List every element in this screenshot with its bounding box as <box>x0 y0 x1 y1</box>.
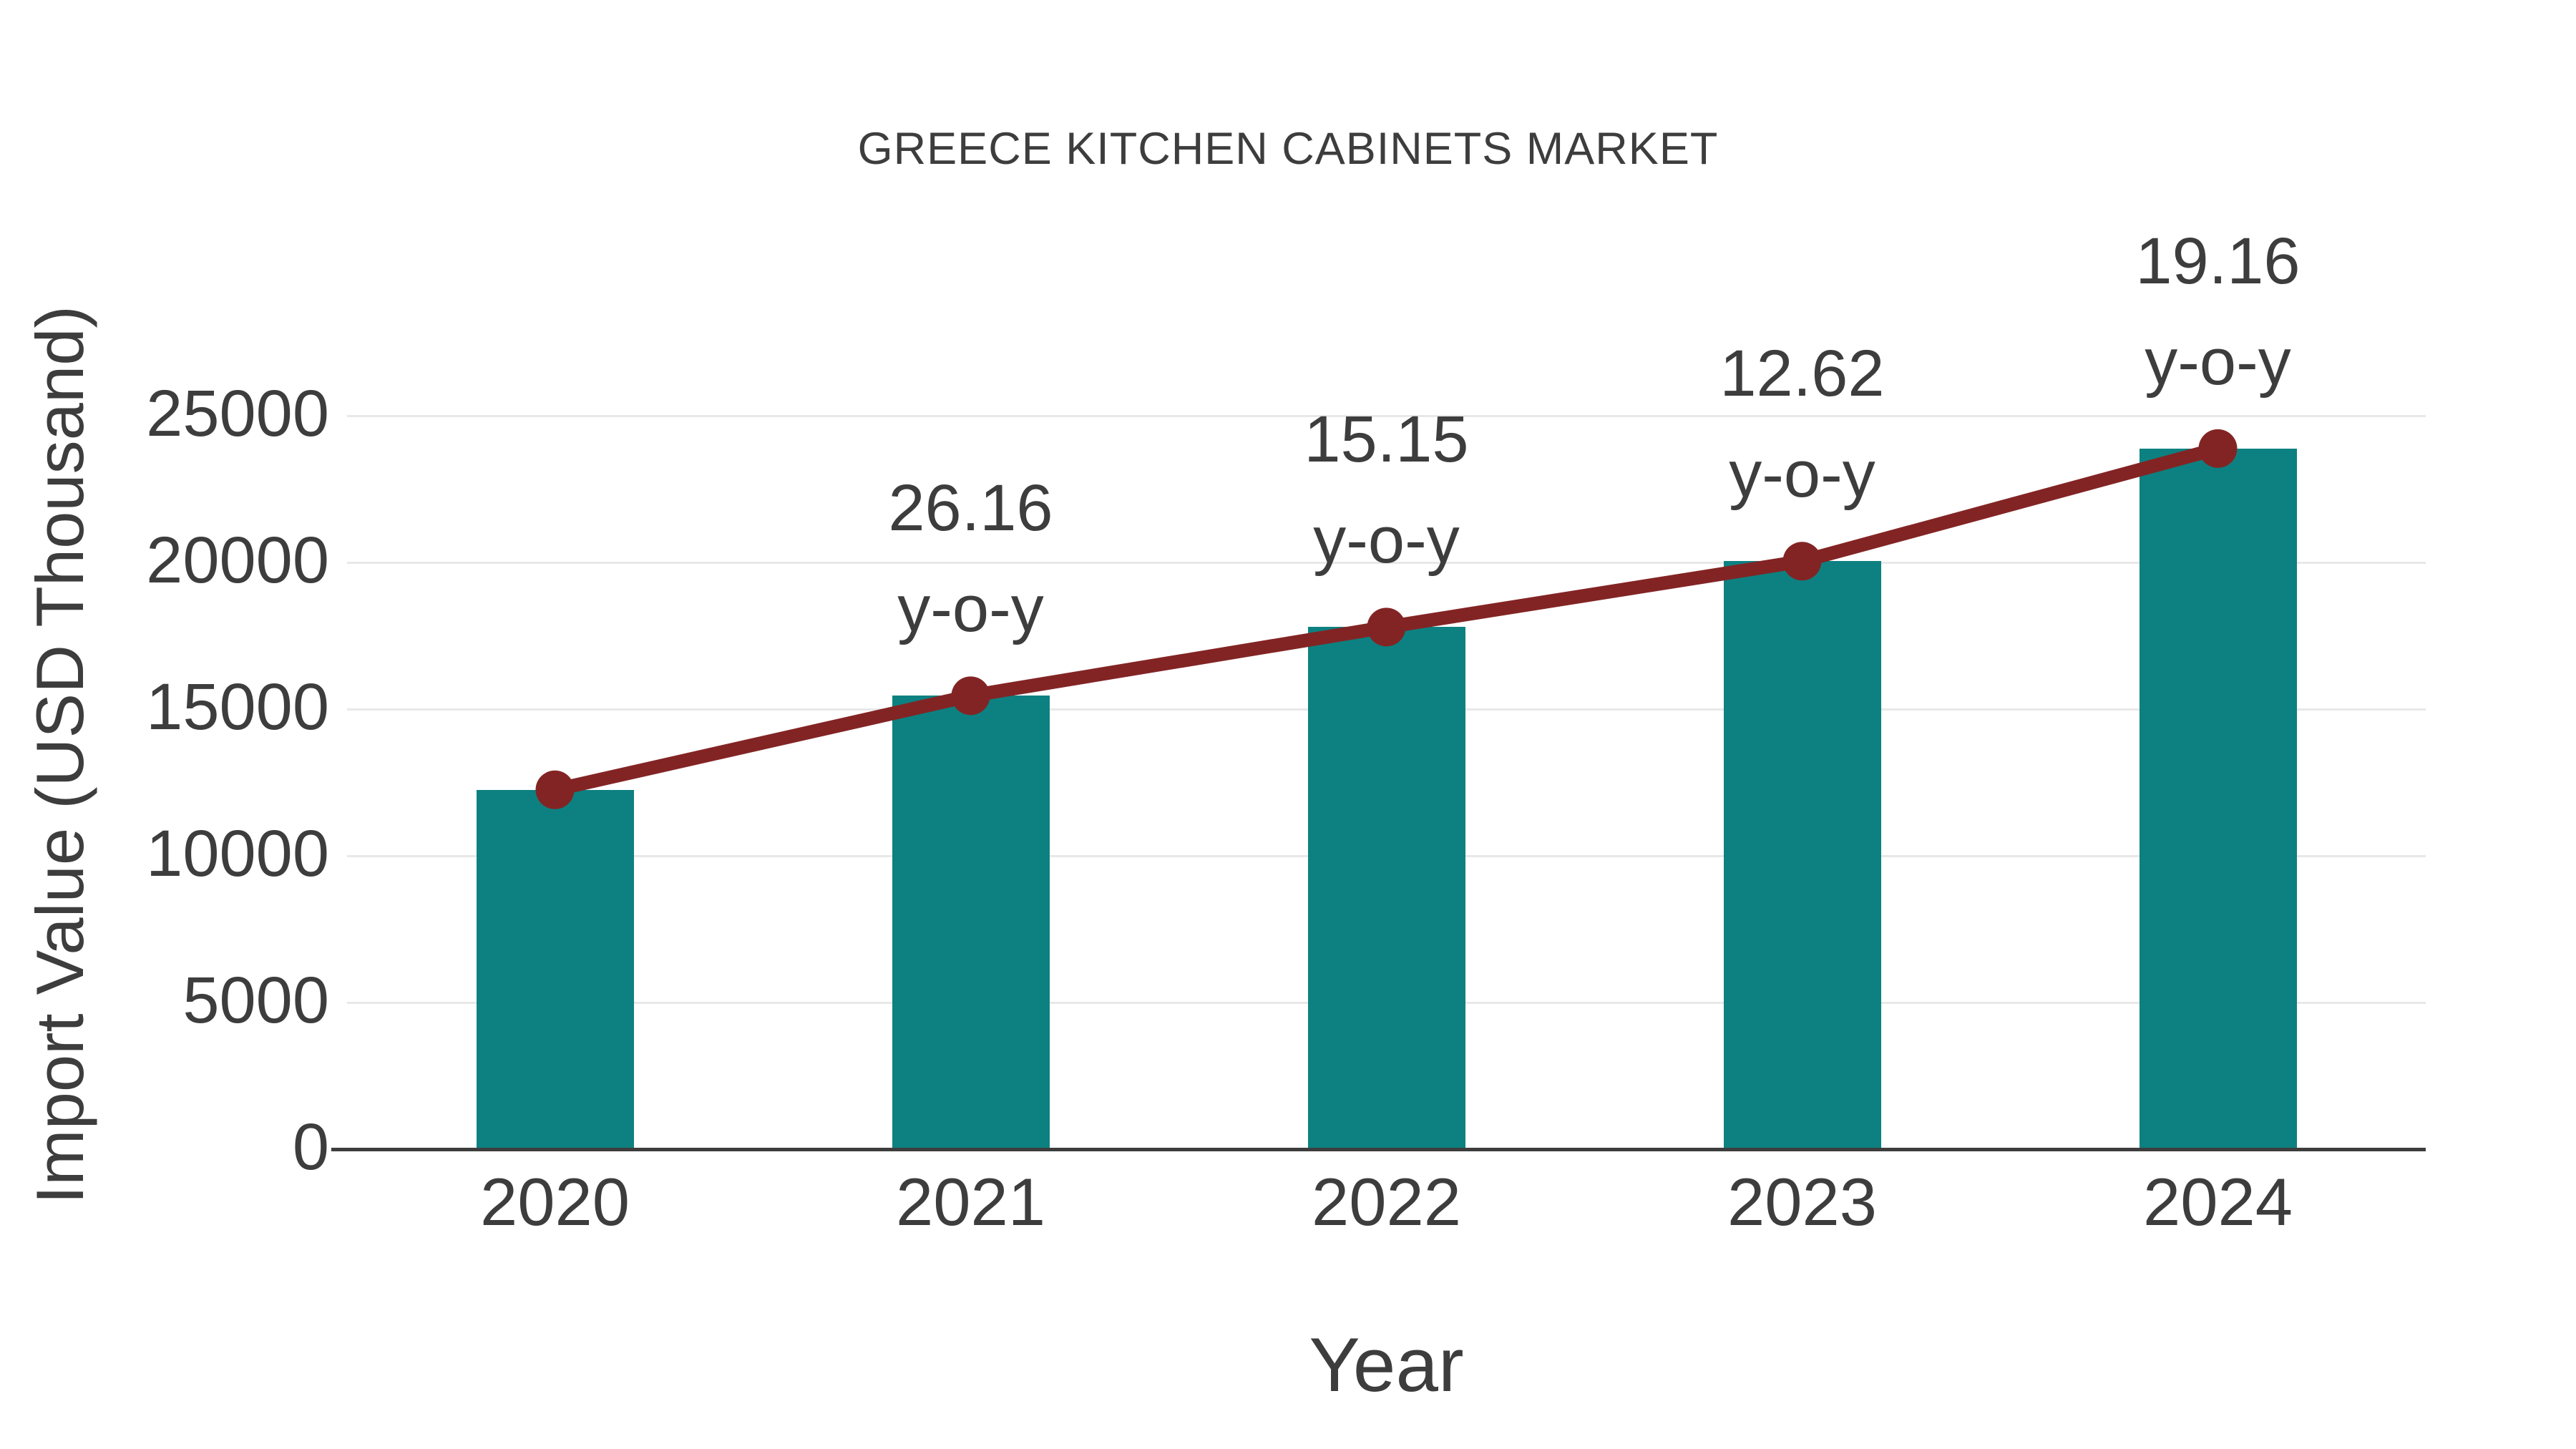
x-axis-line <box>331 1148 2426 1151</box>
x-tick-label-2020: 2020 <box>479 1164 630 1239</box>
y-tick-label-20000: 20000 <box>146 524 329 597</box>
bar-2022 <box>1307 627 1465 1149</box>
bar-2023 <box>1723 561 1881 1149</box>
x-tick-label-2021: 2021 <box>895 1164 1046 1239</box>
x-tick-label-2022: 2022 <box>1311 1164 1462 1239</box>
annotation-value: 15.15 <box>1304 403 1469 477</box>
y-tick-label-15000: 15000 <box>146 670 329 743</box>
y-tick-label-25000: 25000 <box>146 377 329 450</box>
plot-area: 26.16 y-o-y 15.15 y-o-y 12.62 y-o-y 19.16 y-o-y <box>331 225 2426 1151</box>
annotation-2021: 26.16 y-o-y <box>756 458 1186 660</box>
annotation-2023: 12.62 y-o-y <box>1588 323 2017 525</box>
annotation-suffix: y-o-y <box>897 572 1044 646</box>
bar-2024 <box>2139 448 2297 1149</box>
trend-marker-2020 <box>535 770 575 809</box>
annotation-2022: 15.15 y-o-y <box>1172 389 1601 591</box>
annotation-value: 26.16 <box>888 472 1053 545</box>
y-tick-label-5000: 5000 <box>182 964 329 1037</box>
annotation-value: 12.62 <box>1719 337 1885 411</box>
bar-2020 <box>476 789 634 1149</box>
annotation-suffix: y-o-y <box>2145 325 2291 399</box>
bar-2021 <box>892 696 1050 1149</box>
trend-marker-2022 <box>1367 608 1406 647</box>
trend-marker-2024 <box>2198 429 2238 468</box>
y-tick-label-0: 0 <box>292 1111 329 1184</box>
annotation-suffix: y-o-y <box>1729 438 1875 512</box>
annotation-2024: 19.16 y-o-y <box>2004 211 2433 413</box>
y-tick-label-10000: 10000 <box>146 817 329 890</box>
x-axis-title: Year <box>1309 1322 1464 1407</box>
annotation-suffix: y-o-y <box>1313 504 1460 577</box>
grid-line-20000 <box>347 561 2426 564</box>
x-tick-label-2023: 2023 <box>1727 1164 1878 1239</box>
trend-line-layer <box>535 429 2238 809</box>
chart-title: GREECE KITCHEN CABINETS MARKET <box>857 124 1719 174</box>
trend-marker-2023 <box>1782 542 1822 581</box>
trend-marker-2021 <box>951 676 990 716</box>
x-tick-label-2024: 2024 <box>2142 1164 2293 1239</box>
annotation-value: 19.16 <box>2135 224 2301 298</box>
grid-line-25000 <box>347 414 2426 417</box>
